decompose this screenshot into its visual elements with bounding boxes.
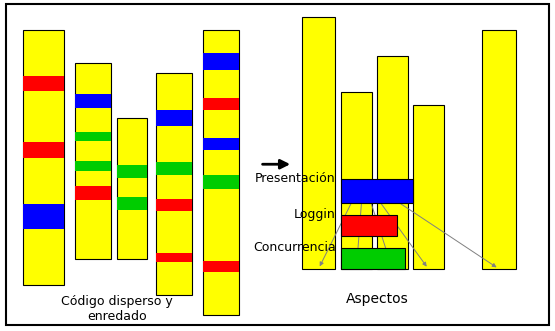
Bar: [203, 260, 239, 272]
Bar: [75, 94, 112, 108]
Bar: [75, 63, 112, 259]
Bar: [203, 98, 239, 110]
Bar: [482, 30, 516, 269]
Bar: [23, 142, 64, 158]
Bar: [156, 253, 191, 262]
Bar: [23, 30, 64, 285]
Bar: [302, 17, 335, 269]
Bar: [377, 56, 407, 269]
Bar: [203, 53, 239, 70]
Bar: [203, 30, 239, 315]
Bar: [341, 92, 372, 269]
Bar: [23, 204, 64, 229]
Text: Concurrencia: Concurrencia: [253, 241, 336, 254]
Bar: [117, 197, 148, 210]
Bar: [341, 179, 413, 204]
Bar: [156, 73, 191, 295]
Text: Aspectos: Aspectos: [346, 292, 408, 306]
Bar: [341, 215, 396, 236]
Bar: [156, 162, 191, 175]
Bar: [75, 161, 112, 171]
Text: Loggin: Loggin: [294, 209, 336, 221]
Bar: [203, 138, 239, 150]
Bar: [341, 248, 405, 269]
Bar: [117, 118, 148, 259]
Bar: [156, 200, 191, 211]
Bar: [156, 111, 191, 126]
Bar: [75, 186, 112, 200]
Bar: [117, 165, 148, 177]
Bar: [23, 76, 64, 91]
Bar: [413, 105, 443, 269]
Bar: [203, 175, 239, 189]
Bar: [75, 131, 112, 141]
Text: Código disperso y
enredado: Código disperso y enredado: [61, 295, 173, 323]
Text: Presentación: Presentación: [255, 172, 336, 185]
